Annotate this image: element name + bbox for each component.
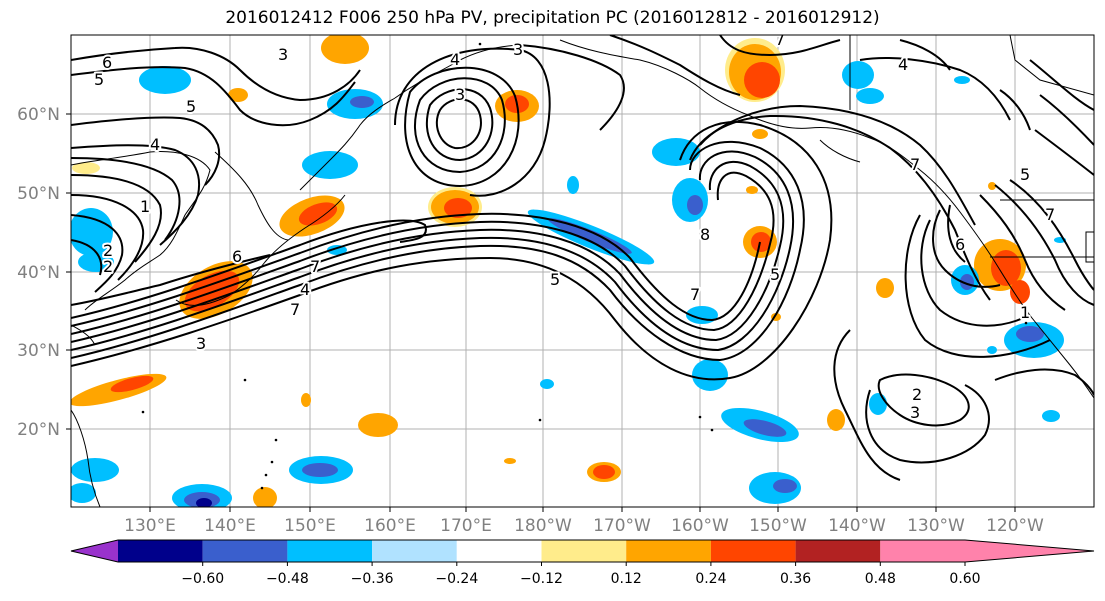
colorbar-tick-label: −0.36 [351, 571, 394, 587]
contour-label: 7 [690, 285, 700, 304]
colorbar-tick-label: 0.36 [780, 571, 811, 587]
contour-label: 2 [103, 241, 113, 260]
contour-label: 6 [102, 53, 112, 72]
lon-label: 150°W [749, 516, 807, 536]
colorbar-segment [795, 540, 881, 562]
colorbar-segment [118, 540, 203, 562]
contour-label: 6 [955, 235, 965, 254]
lat-label: 40°N [17, 263, 60, 283]
contour-label: 6 [232, 247, 242, 266]
lon-label: 180°W [514, 516, 572, 536]
colorbar-segment [372, 540, 457, 562]
colorbar-tick-label: 0.48 [865, 571, 896, 587]
contour-label: 4 [898, 55, 908, 74]
colorbar-segment [710, 540, 796, 562]
lon-label: 130°W [907, 516, 965, 536]
lon-label: 150°E [284, 516, 336, 536]
colorbar-segment [541, 540, 627, 562]
colorbar-tick-label: 0.12 [611, 571, 642, 587]
colorbar-extend-min [71, 540, 118, 562]
contour-labels: 6 5 5 4 3 2 1 2 3 3 7 6 5 4 3 4 7 7 5 8 … [92, 30, 1057, 424]
colorbar-outline [70, 539, 1095, 563]
colorbar: −0.60 −0.48 −0.36 −0.24 −0.12 0.12 0.24 … [70, 539, 1095, 587]
contour-label: 7 [910, 155, 920, 174]
colorbar-segment [626, 540, 711, 562]
colorbar-segment [456, 540, 542, 562]
lon-label: 160°E [364, 516, 416, 536]
map-frame [70, 34, 1095, 508]
contour-label: 5 [770, 265, 780, 284]
colorbar-segment [287, 540, 373, 562]
colorbar-tick-label: −0.12 [520, 571, 563, 587]
colorbar-tick-label: 0.24 [695, 571, 726, 587]
lon-label: 170°W [593, 516, 651, 536]
contour-label: 2 [912, 385, 922, 404]
axis-ticks [66, 113, 1016, 512]
colorbar-segment [202, 540, 288, 562]
contour-label: 7 [310, 257, 320, 276]
contour-label: 7 [290, 300, 300, 319]
contour-label: 5 [550, 270, 560, 289]
contour-label: 4 [150, 135, 160, 154]
contour-label: 5 [94, 70, 104, 89]
contour-label: 5 [186, 97, 196, 116]
colorbar-tick-label: −0.60 [181, 571, 224, 587]
lon-label: 120°W [986, 516, 1044, 536]
lat-label: 50°N [17, 184, 60, 204]
contour-label: 7 [775, 30, 785, 49]
colorbar-extend-max [965, 540, 1094, 562]
contour-label: 1 [140, 197, 150, 216]
lat-label: 30°N [17, 341, 60, 361]
precip-shading [71, 35, 1066, 507]
longitude-labels: 130°E 140°E 150°E 160°E 170°E 180°W 170°… [124, 516, 1044, 536]
lon-label: 140°E [204, 516, 256, 536]
lat-label: 60°N [17, 105, 60, 125]
plot-title: 2016012412 F006 250 hPa PV, precipitatio… [225, 8, 880, 28]
contour-label: 2 [103, 257, 113, 276]
contour-label: 8 [700, 225, 710, 244]
contour-label: 5 [1020, 165, 1030, 184]
lat-label: 20°N [17, 420, 60, 440]
lon-label: 160°W [671, 516, 729, 536]
pv-contours [71, 35, 1094, 481]
colorbar-tick-label: −0.24 [435, 571, 478, 587]
contour-label: 1 [1020, 303, 1030, 322]
contour-label: 4 [300, 280, 310, 299]
contour-label: 3 [278, 45, 288, 64]
lon-label: 130°E [124, 516, 176, 536]
colorbar-tick-label: −0.48 [266, 571, 309, 587]
contour-label: 3 [513, 40, 523, 59]
island-dots [141, 42, 1028, 490]
lon-label: 170°E [440, 516, 492, 536]
colorbar-tick-label: 0.60 [949, 571, 980, 587]
contour-label: 7 [1045, 205, 1055, 224]
contour-label: 3 [910, 403, 920, 422]
contour-label: 4 [450, 50, 460, 69]
colorbar-segment [880, 540, 965, 562]
contour-label: 3 [455, 85, 465, 104]
latitude-labels: 60°N 50°N 40°N 30°N 20°N [17, 105, 60, 440]
lon-label: 140°W [828, 516, 886, 536]
contour-label: 3 [196, 334, 206, 353]
